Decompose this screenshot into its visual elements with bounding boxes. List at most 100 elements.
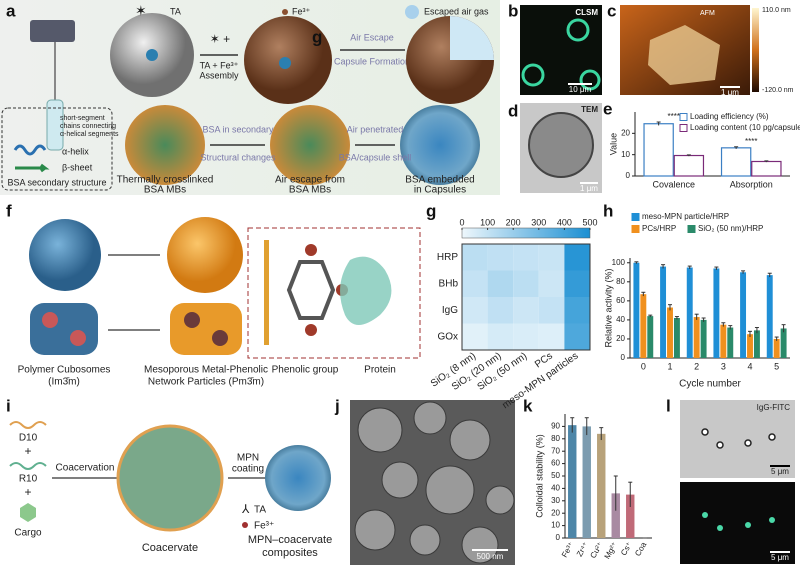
x-tick-label: 3 — [721, 361, 726, 371]
y-tick-label: 60 — [551, 459, 560, 468]
heatmap-cell — [487, 323, 514, 350]
plus: + — [24, 444, 31, 458]
panel-label: f — [6, 201, 12, 220]
heatmap-cell — [513, 323, 539, 350]
clsm-image — [520, 5, 602, 95]
heatmap-cell — [513, 244, 539, 271]
y-tick-label: 20 — [621, 128, 630, 137]
panel-label: b — [508, 1, 518, 20]
bar — [700, 319, 707, 358]
scale-text: 5 μm — [771, 467, 789, 476]
step-text: Capsule Formation — [334, 56, 410, 66]
x-tick-label: 0 — [641, 361, 646, 371]
r10-chain — [9, 462, 47, 470]
row-label: HRP — [437, 252, 458, 263]
cargo-label: Cargo — [14, 528, 42, 539]
scale-text: 1 μm — [721, 88, 739, 97]
heatmap-cell — [513, 270, 539, 297]
gas-icon — [405, 5, 419, 19]
x-tick-label: 1 — [667, 361, 672, 371]
step-text: Coacervation — [56, 463, 115, 474]
panel-label: k — [523, 396, 533, 415]
legend-title: BSA secondary structure — [7, 177, 106, 187]
image-tag: TEM — [581, 105, 598, 114]
row-label: IgG — [442, 305, 458, 316]
legend-swatch — [631, 213, 640, 221]
bar — [667, 307, 673, 358]
bar — [611, 493, 620, 538]
caption: Thermally crosslinked — [117, 175, 214, 186]
scale-text: 500 nm — [477, 552, 504, 561]
step-text: Air Escape — [350, 32, 394, 42]
bar — [626, 494, 635, 538]
ta-icon: ✶ — [135, 3, 147, 19]
caption: Polymer Cubosomes — [18, 365, 111, 376]
cubosome — [29, 219, 101, 291]
step-text: BSA/capsule shell — [339, 152, 412, 162]
legend-box — [1, 107, 113, 191]
bar — [647, 316, 654, 358]
bar — [633, 262, 640, 358]
bar — [747, 334, 753, 358]
tem-capsule — [528, 112, 594, 178]
cargo-icon — [20, 503, 36, 522]
heatmap-cell — [538, 323, 565, 350]
heatmap-cell — [462, 323, 488, 350]
bar — [766, 275, 773, 358]
bar — [753, 330, 760, 358]
capsule-fluorescence — [566, 18, 590, 42]
sheet-icon — [15, 163, 50, 173]
brightfield-particles — [701, 428, 776, 449]
oxygen — [305, 244, 317, 256]
heatmap-cell — [538, 297, 565, 324]
x-tick-label: Coa — [633, 540, 648, 558]
heatmap-frame — [461, 243, 591, 351]
y-tick-label: 60 — [616, 296, 625, 305]
heatmap-cell — [462, 270, 488, 297]
legend-label: meso-MPN particle/HRP — [642, 212, 729, 221]
pore — [212, 330, 228, 346]
y-axis-title: Colloidal stability (%) — [534, 434, 544, 518]
colorbar-tick-label: 100 — [480, 217, 495, 227]
height-colorbar — [752, 8, 759, 92]
bar — [686, 267, 693, 358]
step-text: BSA in secondary — [202, 124, 274, 134]
legend-text: α-helical segments — [60, 131, 119, 138]
scale-text: 10 μm — [569, 85, 592, 94]
coacervate — [116, 424, 224, 532]
bar — [582, 426, 591, 538]
helix-label: α-helix — [62, 146, 89, 156]
fe-icon — [242, 522, 248, 528]
panel-label: j — [334, 396, 340, 415]
image-tag: AFM — [700, 10, 715, 17]
step-text: coating — [232, 464, 264, 475]
pump-device — [30, 20, 75, 42]
significance: **** — [745, 137, 757, 146]
bar — [673, 154, 705, 177]
heatmap-cell — [462, 297, 488, 324]
bsa-mb — [270, 105, 350, 185]
capsule-cutaway — [450, 16, 494, 60]
caption: BSA MBs — [289, 185, 331, 196]
x-tick-label: 5 — [774, 361, 779, 371]
heatmap-cell — [487, 297, 514, 324]
panel-label: e — [603, 99, 612, 118]
capsule-fluorescence — [521, 63, 545, 87]
caption: Network Particles (Pm3̄m) — [148, 377, 264, 388]
y-axis-title: Relative activity (%) — [603, 268, 613, 347]
bar — [597, 433, 606, 538]
bar — [568, 425, 577, 538]
composite — [265, 445, 331, 511]
caption: Phenolic group — [272, 365, 339, 376]
d10-chain — [9, 421, 47, 429]
zoom-box — [247, 227, 421, 359]
bar — [740, 272, 747, 358]
pore — [184, 312, 200, 328]
fe-icon — [282, 9, 288, 15]
significance: **** — [668, 112, 680, 121]
x-tick-label: 4 — [747, 361, 752, 371]
y-tick-label: 40 — [616, 315, 625, 324]
cubosome-unit-cell — [30, 303, 98, 355]
ta-label: TA — [170, 6, 181, 16]
